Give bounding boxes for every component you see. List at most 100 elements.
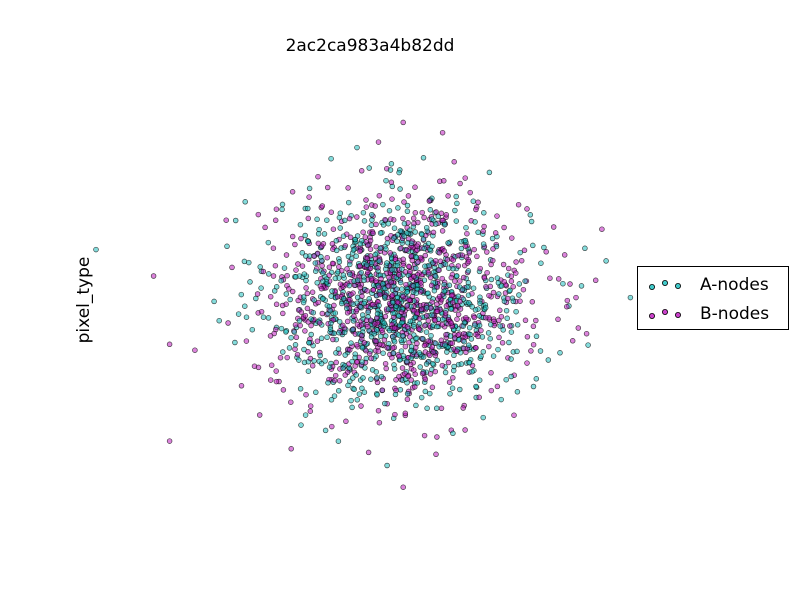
data-point-b bbox=[315, 240, 322, 247]
data-point-a bbox=[417, 364, 423, 370]
data-point-a bbox=[412, 229, 418, 235]
data-point-b bbox=[319, 243, 325, 249]
data-point-a bbox=[475, 229, 481, 236]
data-point-a bbox=[322, 358, 328, 364]
data-point-a bbox=[374, 392, 380, 398]
data-point-b bbox=[409, 257, 416, 264]
data-point-a bbox=[354, 397, 361, 403]
data-point-a bbox=[453, 218, 460, 224]
data-point-b bbox=[332, 372, 339, 379]
data-point-a bbox=[336, 214, 343, 221]
data-point-b bbox=[520, 286, 527, 293]
data-point-a bbox=[292, 342, 299, 348]
data-point-a bbox=[462, 237, 469, 244]
data-point-a bbox=[432, 273, 439, 279]
data-point-b bbox=[376, 192, 383, 199]
data-point-b bbox=[370, 287, 377, 293]
data-point-a bbox=[297, 386, 304, 392]
data-point-b bbox=[550, 224, 557, 230]
data-point-b bbox=[476, 394, 482, 401]
data-point-b bbox=[496, 317, 502, 324]
data-point-a bbox=[366, 165, 372, 171]
data-point-a bbox=[465, 268, 472, 274]
data-point-b bbox=[364, 288, 370, 294]
data-point-a bbox=[296, 317, 303, 324]
data-point-a bbox=[305, 205, 311, 212]
data-point-a bbox=[627, 294, 634, 301]
data-point-b bbox=[150, 273, 157, 279]
data-point-a bbox=[369, 211, 375, 218]
data-point-b bbox=[498, 313, 505, 320]
data-point-a bbox=[347, 271, 353, 278]
data-point-b bbox=[492, 230, 499, 236]
data-point-b bbox=[294, 351, 301, 358]
data-point-a bbox=[242, 199, 248, 205]
data-point-b bbox=[375, 407, 382, 414]
data-point-a bbox=[533, 333, 540, 340]
data-point-b bbox=[367, 246, 374, 252]
data-point-a bbox=[357, 241, 364, 247]
data-point-b bbox=[273, 368, 279, 374]
data-point-b bbox=[515, 201, 522, 208]
data-point-b bbox=[305, 349, 311, 355]
data-point-b bbox=[422, 252, 429, 259]
data-point-a bbox=[430, 361, 436, 367]
data-point-a bbox=[286, 345, 293, 351]
data-point-a bbox=[392, 391, 399, 398]
data-point-a bbox=[369, 259, 375, 266]
data-point-a bbox=[344, 305, 350, 312]
data-point-b bbox=[229, 264, 235, 271]
data-point-a bbox=[380, 201, 386, 208]
data-point-b bbox=[443, 212, 450, 218]
data-point-b bbox=[353, 342, 360, 348]
data-point-b bbox=[416, 326, 423, 333]
data-point-b bbox=[454, 348, 460, 354]
data-point-a bbox=[336, 329, 342, 336]
data-point-b bbox=[462, 175, 468, 181]
data-point-a bbox=[503, 307, 510, 314]
data-point-b bbox=[270, 273, 277, 279]
data-point-a bbox=[447, 333, 454, 339]
data-point-a bbox=[399, 266, 405, 272]
data-point-a bbox=[211, 298, 217, 305]
data-point-a bbox=[312, 260, 319, 266]
data-point-a bbox=[399, 286, 405, 292]
data-point-a bbox=[296, 357, 302, 363]
data-point-a bbox=[495, 346, 501, 353]
data-point-a bbox=[306, 340, 312, 346]
data-point-b bbox=[326, 264, 333, 270]
data-point-a bbox=[418, 394, 425, 401]
data-point-b bbox=[426, 198, 433, 204]
data-point-b bbox=[329, 423, 335, 430]
data-point-b bbox=[343, 418, 349, 425]
data-point-b bbox=[354, 214, 360, 220]
data-point-b bbox=[411, 220, 417, 227]
data-point-b bbox=[280, 387, 287, 393]
data-point-b bbox=[307, 408, 314, 414]
data-point-a bbox=[354, 294, 361, 301]
data-point-b bbox=[351, 313, 357, 319]
data-point-b bbox=[375, 139, 382, 145]
data-point-a bbox=[361, 389, 368, 395]
data-point-b bbox=[462, 427, 468, 433]
data-point-a bbox=[452, 207, 458, 214]
data-point-a bbox=[359, 345, 366, 351]
data-point-a bbox=[341, 329, 348, 336]
data-point-a bbox=[383, 246, 389, 252]
data-point-a bbox=[471, 322, 478, 328]
legend-label-b-nodes: B-nodes bbox=[700, 304, 770, 324]
data-point-a bbox=[265, 315, 272, 321]
data-point-b bbox=[348, 291, 354, 298]
data-point-b bbox=[403, 281, 409, 288]
data-point-b bbox=[373, 221, 379, 228]
data-point-b bbox=[573, 294, 579, 301]
data-point-a bbox=[382, 400, 388, 407]
data-point-b bbox=[555, 316, 561, 323]
data-point-b bbox=[473, 206, 479, 213]
legend-marker-a-nodes bbox=[649, 280, 681, 290]
data-point-a bbox=[374, 375, 380, 381]
data-point-b bbox=[477, 265, 483, 272]
data-point-a bbox=[489, 235, 496, 242]
data-point-b bbox=[405, 193, 412, 199]
data-point-b bbox=[331, 377, 338, 384]
